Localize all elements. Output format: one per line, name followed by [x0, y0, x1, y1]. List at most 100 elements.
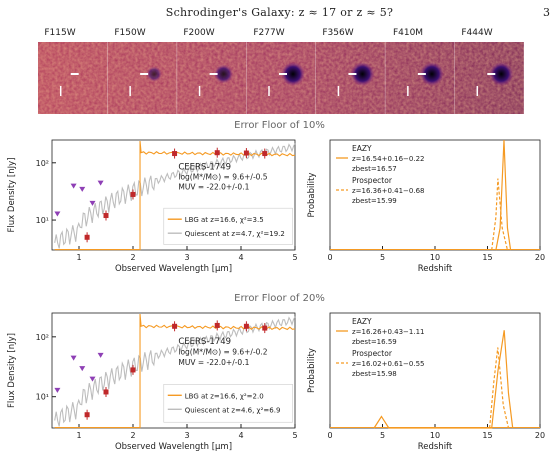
- x-tick-label: 5: [380, 253, 385, 262]
- legend-value: zbest=16.59: [352, 338, 397, 346]
- upper-limit-marker: [54, 211, 61, 217]
- muv-value: MUV = -22.0+/-0.1: [178, 183, 249, 192]
- y-tick-label: 10²: [36, 159, 49, 168]
- running-title: Schrodinger's Galaxy: z ≈ 17 or z ≈ 5?: [165, 6, 394, 19]
- section-title: Error Floor of 10%: [234, 120, 325, 131]
- x-tick-label: 10: [430, 431, 440, 440]
- sed-chart: 1 2 3 4 5 10¹ 10² Observed Wavelength [μm] Flux …: [7, 312, 298, 452]
- photometry-point: [130, 367, 136, 373]
- photometry-point: [243, 323, 249, 329]
- legend-value: z=16.54+0.16−0.22: [352, 155, 424, 163]
- section-title: Error Floor of 20%: [234, 293, 325, 304]
- source-blob: [419, 62, 444, 86]
- y-tick-label: 10¹: [36, 216, 49, 225]
- source-blob: [146, 66, 162, 82]
- legend-label: Prospector: [352, 176, 393, 185]
- filter-label: F115W: [44, 28, 76, 38]
- source-blob: [350, 62, 375, 86]
- photometry-point: [262, 151, 268, 157]
- x-tick-label: 5: [292, 431, 297, 440]
- page-header: Schrodinger's Galaxy: z ≈ 17 or z ≈ 5? 3: [0, 6, 559, 22]
- legend-label: Prospector: [352, 349, 393, 358]
- filter-label: F150W: [114, 28, 146, 38]
- filter-label: F444W: [461, 28, 493, 38]
- sed-chart: 1 2 3 4 5 10¹ 10² Observed Wavelength [μm] Flux …: [7, 139, 298, 274]
- upper-limit-marker: [97, 180, 104, 186]
- x-tick-label: 15: [482, 431, 492, 440]
- filter-label: F356W: [322, 28, 354, 38]
- x-tick-label: 4: [238, 253, 243, 262]
- object-name: CEERS-1749: [178, 337, 231, 347]
- muv-value: MUV = -22.0+/-0.1: [178, 358, 249, 367]
- source-blob: [213, 64, 234, 84]
- upper-limit-marker: [70, 183, 77, 189]
- legend-label: Quiescent at z=4.7, χ²=19.2: [185, 230, 285, 238]
- x-tick-label: 20: [535, 431, 545, 440]
- plot-frame: [51, 312, 296, 429]
- x-axis-label: Redshift: [418, 264, 453, 274]
- upper-limit-marker: [89, 200, 96, 206]
- lbg-model-line: [54, 140, 296, 251]
- upper-limit-marker: [89, 376, 96, 382]
- photometry-point: [172, 323, 178, 329]
- eazy-pdf-line: [373, 330, 514, 429]
- x-tick-label: 0: [327, 431, 332, 440]
- filter-label: F410M: [392, 28, 424, 38]
- photometry-point: [84, 234, 90, 240]
- x-tick-label: 15: [482, 253, 492, 262]
- legend-value: zbest=15.98: [352, 370, 397, 378]
- filter-label: F200W: [183, 28, 215, 38]
- photometry-point: [262, 325, 268, 331]
- x-tick-label: 3: [184, 431, 189, 440]
- source-blob: [281, 62, 305, 86]
- legend-box: [163, 384, 293, 423]
- legend-label: EAZY: [352, 317, 372, 326]
- upper-limit-marker: [79, 186, 86, 192]
- x-tick-label: 0: [327, 253, 332, 262]
- stellar-mass: log(M*/M⊙) = 9.6+/-0.2: [178, 347, 267, 356]
- prospector-pdf-line: [491, 178, 509, 251]
- page-number: 3: [543, 6, 550, 19]
- filter-labels: F115W F150W F200W F277W F356W F410M F444…: [38, 28, 524, 40]
- photometry-point: [243, 150, 249, 156]
- plot-frame: [51, 139, 296, 251]
- prospector-pdf-line: [489, 347, 510, 429]
- x-tick-label: 4: [238, 431, 243, 440]
- photometry-point: [103, 213, 109, 219]
- x-tick-label: 5: [380, 431, 385, 440]
- object-name: CEERS-1749: [178, 163, 231, 173]
- x-tick-label: 2: [130, 253, 135, 262]
- y-axis-label: Probability: [307, 348, 317, 393]
- x-axis-label: Observed Wavelength [μm]: [115, 264, 232, 274]
- x-tick-label: 20: [535, 253, 545, 262]
- photometry-point: [214, 150, 220, 156]
- photometry-point: [84, 412, 90, 418]
- upper-limit-marker: [79, 366, 86, 372]
- legend-label: LBG at z=16.6, χ²=3.5: [185, 216, 264, 224]
- photometry-point: [214, 322, 220, 328]
- y-axis-label: Flux Density [nJy]: [7, 333, 17, 408]
- y-axis-label: Flux Density [nJy]: [7, 158, 17, 233]
- source-blob: [489, 62, 514, 86]
- legend-label: Quiescent at z=4.6, χ²=6.9: [185, 406, 281, 414]
- x-tick-label: 10: [430, 253, 440, 262]
- upper-limit-marker: [54, 387, 61, 393]
- legend-value: zbest=15.99: [352, 197, 397, 205]
- lbg-model-line: [54, 314, 296, 429]
- redshift-pdf-chart: 0 5 10 15 20 Redshift Probability EAZY z=16.54+0…: [307, 139, 545, 274]
- eazy-pdf-line: [495, 139, 512, 251]
- photometry-point: [103, 389, 109, 395]
- legend-value: z=16.26+0.43−1.11: [352, 328, 424, 336]
- legend-value: zbest=16.57: [352, 165, 397, 173]
- x-tick-label: 1: [76, 431, 81, 440]
- stellar-mass: log(M*/M⊙) = 9.6+/-0.5: [178, 173, 267, 182]
- legend-value: z=16.36+0.41−0.68: [352, 187, 424, 195]
- x-tick-label: 1: [76, 253, 81, 262]
- y-axis-label: Probability: [307, 173, 317, 218]
- legend-value: z=16.02+0.61−0.55: [352, 360, 424, 368]
- legend-label: EAZY: [352, 144, 372, 153]
- x-axis-label: Redshift: [418, 442, 453, 452]
- x-axis-label: Observed Wavelength [μm]: [115, 442, 232, 452]
- x-tick-label: 5: [292, 253, 297, 262]
- photometry-point: [172, 151, 178, 157]
